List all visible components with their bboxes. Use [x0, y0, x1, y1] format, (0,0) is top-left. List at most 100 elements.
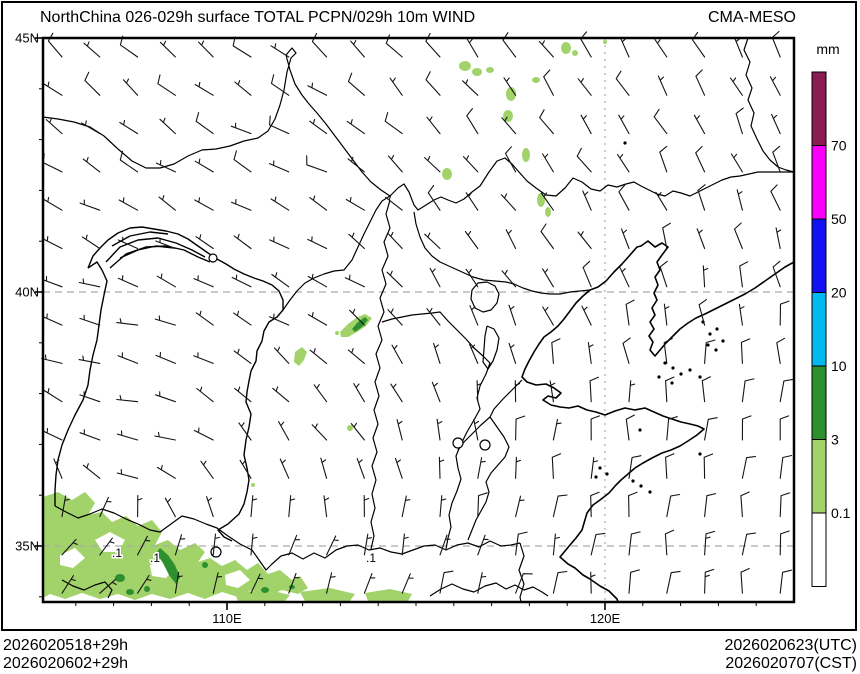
wind-barb [622, 337, 631, 364]
wind-barb [779, 378, 794, 403]
precip-spot-light [506, 87, 516, 101]
wind-barb [769, 76, 781, 96]
map-frame: 45N 40N 35N 110E 120E [15, 31, 796, 626]
wind-barb [273, 346, 290, 364]
river-line [119, 245, 175, 259]
wind-barb [466, 38, 479, 58]
wind-barb [438, 456, 445, 479]
wind-barb [155, 237, 176, 250]
wind-barb [625, 414, 635, 441]
rivers [54, 226, 284, 542]
precip-spot-dark [126, 589, 134, 595]
wind-barb [741, 455, 757, 479]
wind-barb [741, 415, 752, 441]
wind-barb [347, 348, 365, 364]
wind-barb [577, 78, 592, 96]
wind-barb [193, 427, 214, 441]
island-dot [648, 490, 652, 494]
wind-barb [387, 154, 403, 173]
wind-barb [117, 236, 139, 250]
wind-barb [345, 196, 365, 211]
wind-barb [288, 572, 300, 594]
wind-barb [234, 386, 252, 403]
wind-barb [154, 431, 176, 441]
wind-barb [200, 460, 214, 479]
wind-barb [665, 453, 675, 479]
precip-spot-dark [202, 562, 208, 568]
island-dot [671, 366, 675, 370]
wind-barb [426, 307, 441, 326]
wind-barb [477, 534, 489, 556]
wind-barb [695, 69, 706, 96]
boundary-line [743, 37, 795, 173]
wind-barb [433, 342, 441, 364]
precip-area-dark [156, 548, 180, 584]
wind-barb [401, 573, 414, 594]
wind-barb [730, 153, 743, 173]
lat-tick-label: 45N [15, 31, 39, 46]
island-dot [708, 332, 712, 336]
wind-barb [462, 79, 479, 96]
wind-barb [704, 493, 717, 518]
precip-area-light [235, 589, 290, 601]
wind-barb [78, 355, 101, 364]
wind-barb [234, 80, 252, 96]
wind-barb [691, 31, 706, 58]
wind-barb [476, 380, 482, 403]
wind-barb [116, 395, 139, 403]
colorbar-tick-label: 10 [831, 358, 847, 374]
wind-barb [195, 234, 214, 250]
wind-barb [508, 304, 517, 326]
colorbar-segment [811, 512, 827, 587]
valid-time-cst-label: 2026020707(CST) [725, 655, 857, 672]
boundary-line [61, 579, 113, 599]
wind-barb [426, 116, 441, 135]
coastline [208, 141, 795, 603]
wind-barb [552, 418, 562, 441]
wind-barb [387, 231, 403, 250]
wind-barb [618, 184, 630, 211]
wind-barb [363, 573, 376, 594]
wind-barb [307, 236, 328, 250]
wind-barb [99, 578, 117, 594]
precip-area-light [294, 347, 307, 366]
lat-tick-label: 35N [15, 539, 39, 554]
boundary-line [467, 379, 523, 541]
wind-barb [628, 455, 642, 479]
island-dot [706, 343, 710, 347]
wind-barb [465, 192, 479, 211]
wind-barb [363, 495, 370, 518]
wind-barb [119, 35, 139, 58]
wind-barb [772, 145, 781, 173]
wind-barb [212, 572, 223, 594]
wind-barb [439, 570, 454, 594]
chart-title: NorthChina 026-029h surface TOTAL PCPN/0… [40, 9, 476, 26]
wind-barb [704, 568, 715, 594]
wind-barb [116, 469, 139, 479]
wind-barb [696, 228, 706, 250]
wind-barb [697, 184, 706, 211]
wind-barb [119, 119, 139, 135]
wind-barb [436, 418, 443, 441]
colorbar-tick-label: 0.1 [831, 505, 851, 521]
wind-barb [309, 348, 328, 364]
wind-barb [704, 530, 716, 556]
wind-barb [657, 75, 668, 96]
boundary-line [429, 582, 549, 597]
wind-barb [515, 456, 522, 479]
wind-barb [84, 71, 101, 96]
lake-circle [210, 546, 222, 558]
wind-barb [194, 197, 214, 211]
wind-barb [543, 69, 554, 96]
wind-barb [665, 376, 675, 403]
init-time-utc-label: 2026020518+29h [3, 637, 129, 654]
wind-barb [326, 535, 339, 556]
wind-barb [82, 463, 101, 479]
wind-barb [306, 155, 328, 173]
wind-barb [628, 380, 636, 403]
wind-barb [390, 383, 403, 403]
wind-barb [659, 145, 668, 173]
wind-barb [230, 122, 252, 135]
wind-barb [703, 453, 714, 479]
island-dot [638, 428, 642, 432]
